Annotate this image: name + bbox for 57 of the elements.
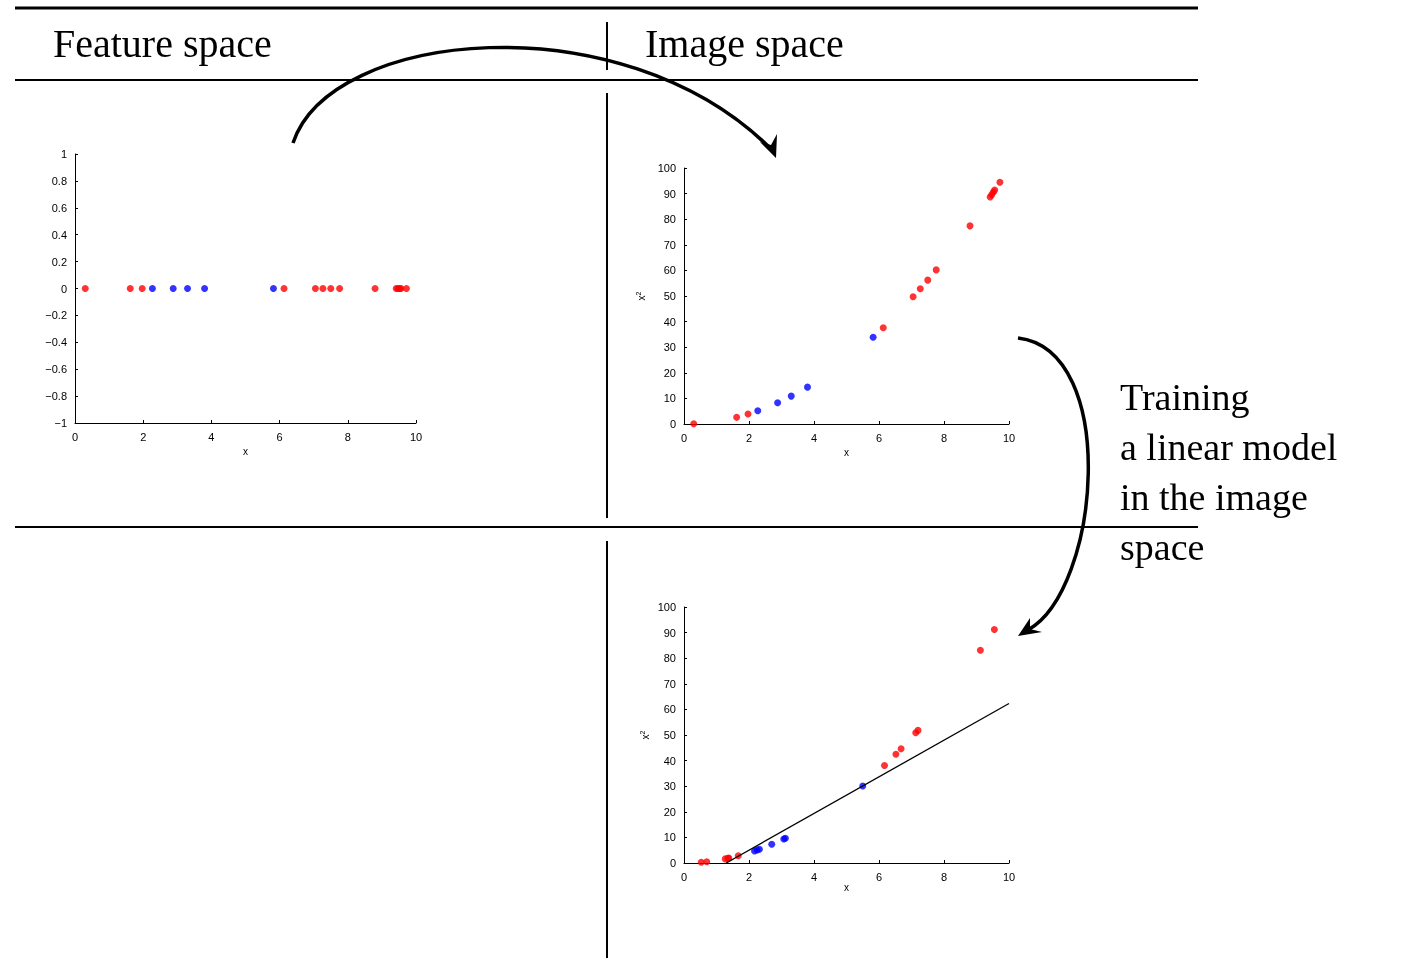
x-tick-label: 2 (745, 870, 753, 883)
y-tick-label: 90 (663, 187, 676, 200)
y-tick-label: 0.8 (51, 174, 67, 187)
y-tick-label: −0.6 (45, 363, 67, 376)
x-tick-label: 6 (875, 870, 883, 883)
x-tick-label: 6 (276, 430, 283, 443)
x-tick-label: 4 (810, 431, 818, 444)
x-tick-label: 6 (875, 431, 883, 444)
y-tick-label: 0 (669, 418, 676, 430)
y-tick-label: 30 (663, 780, 676, 793)
x-tick-label: 0 (71, 430, 79, 443)
y-tick-label: 70 (663, 677, 676, 690)
x-tick-label: 4 (208, 430, 215, 443)
y-tick-label: 0.6 (51, 201, 67, 214)
x-tick-label: 2 (745, 431, 753, 444)
chart-title: Feature space (53, 20, 272, 66)
y-tick-label: 40 (663, 315, 676, 328)
y-tick-label: 60 (663, 264, 676, 277)
x-tick-label: 8 (940, 431, 948, 444)
x-axis-title: x (844, 882, 849, 894)
y-tick-label: −0.8 (45, 390, 67, 403)
y-tick-label: 40 (663, 754, 676, 767)
x-tick-label: 0 (680, 431, 688, 444)
y-tick-label: 30 (663, 341, 676, 354)
y-tick-label: 20 (663, 366, 676, 379)
y-tick-label: 0.2 (51, 255, 67, 268)
x-tick-label: 10 (1002, 431, 1016, 444)
y-tick-label: 100 (657, 162, 676, 174)
y-tick-label: 80 (663, 652, 676, 665)
chart-title: Image space (645, 20, 844, 66)
y-tick-label: 50 (663, 290, 676, 302)
y-tick-label: 90 (663, 626, 676, 639)
y-tick-label: 0 (669, 857, 676, 869)
x-tick-label: 8 (940, 870, 948, 883)
y-tick-label: 100 (657, 601, 676, 613)
y-tick-label: 60 (663, 703, 676, 716)
x-tick-label: 0 (680, 870, 688, 883)
x-tick-label: 2 (140, 430, 147, 443)
x-tick-label: 8 (344, 430, 351, 443)
y-tick-label: −0.4 (45, 336, 67, 349)
y-tick-label: 10 (663, 392, 676, 405)
x-tick-label: 4 (810, 870, 818, 883)
y-tick-label: 0.4 (51, 228, 67, 241)
x-axis-title: x (844, 447, 849, 459)
x-tick-label: 10 (409, 430, 423, 443)
y-tick-label: −1 (54, 417, 67, 429)
x-axis-title: x (243, 446, 248, 458)
y-tick-label: −0.2 (45, 309, 67, 322)
y-tick-label: 0 (60, 282, 67, 295)
y-tick-label: 80 (663, 213, 676, 226)
y-tick-label: 70 (663, 238, 676, 251)
x-tick-label: 10 (1002, 870, 1016, 883)
y-tick-label: 50 (663, 729, 676, 741)
y-tick-label: 20 (663, 805, 676, 818)
y-tick-label: 1 (60, 148, 67, 160)
y-tick-label: 10 (663, 831, 676, 844)
text: Training a linear model in the image space (1120, 376, 1338, 568)
